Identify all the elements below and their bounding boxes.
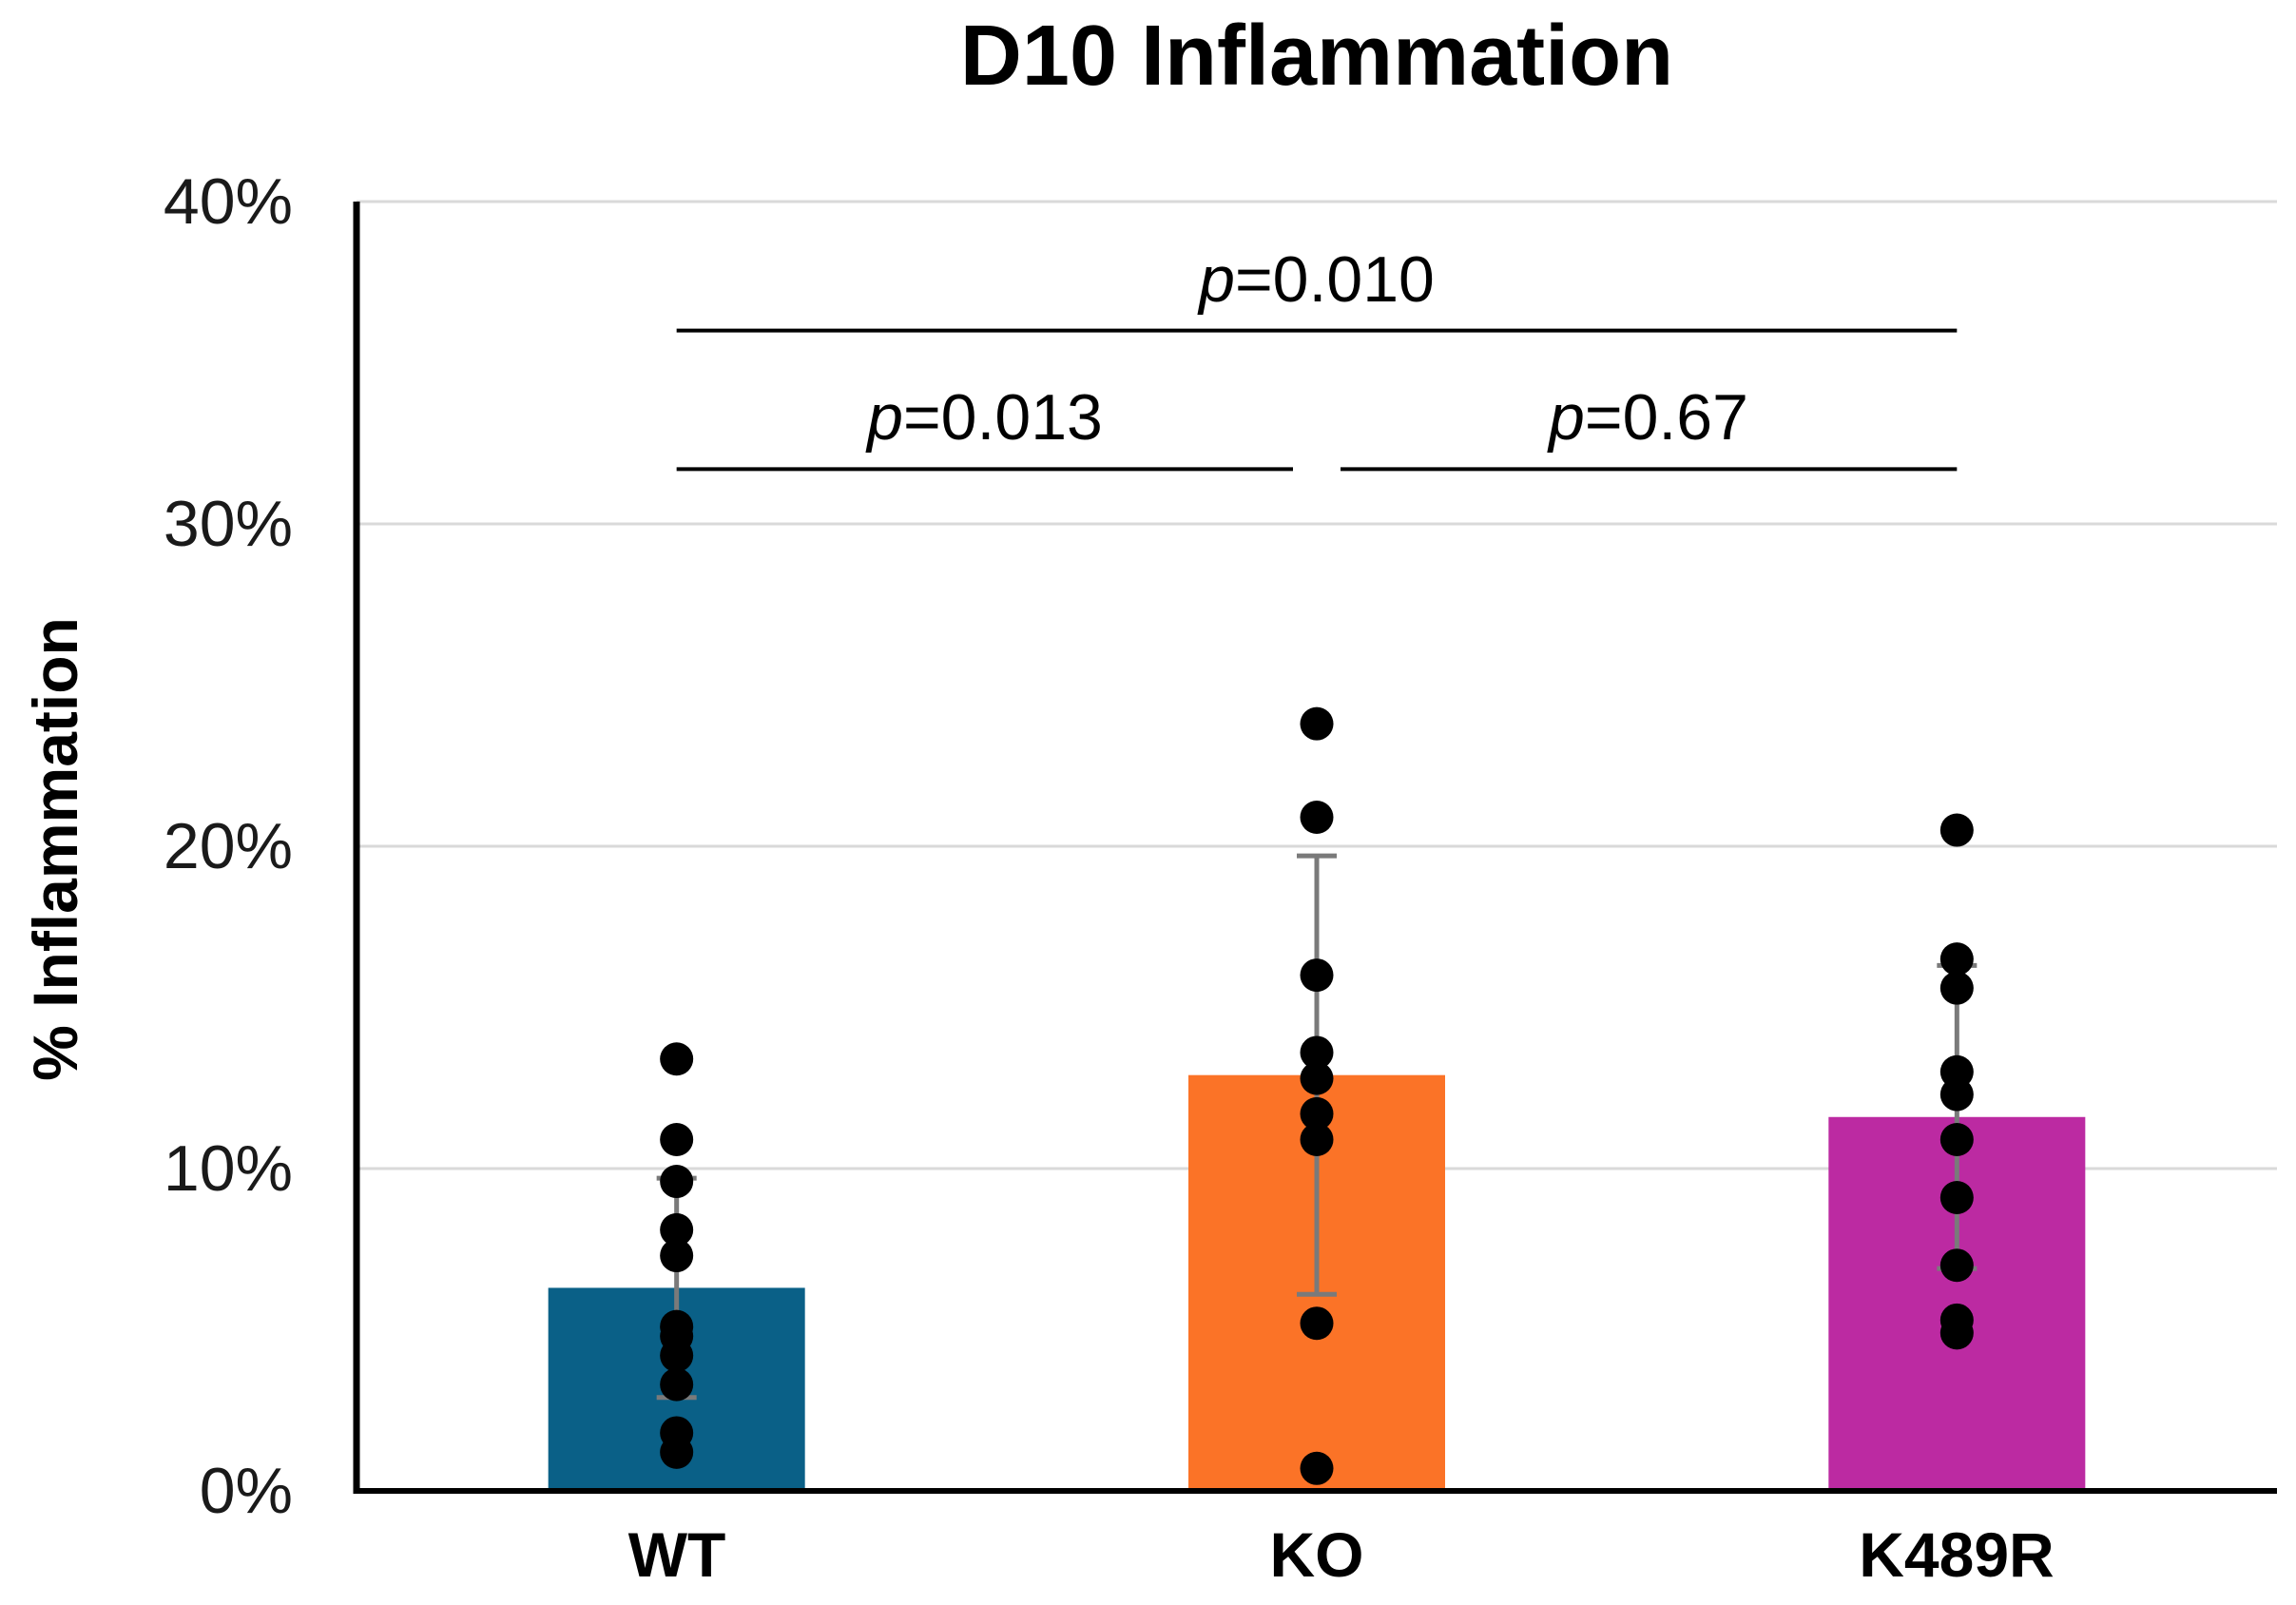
data-point-ko (1300, 1061, 1334, 1095)
data-point-ko (1300, 1035, 1334, 1070)
data-point-k489r (1939, 942, 1974, 977)
p-symbol: p (1199, 243, 1235, 316)
data-point-ko (1300, 1122, 1334, 1156)
y-tick-label-0: 0% (199, 1455, 293, 1527)
data-point-k489r (1939, 1122, 1974, 1156)
data-point-wt (660, 1339, 694, 1373)
x-category-label-wt: WT (627, 1519, 726, 1590)
data-point-wt (660, 1165, 694, 1199)
data-point-wt (660, 1042, 694, 1076)
data-point-ko (1300, 1451, 1334, 1485)
data-point-k489r (1939, 1181, 1974, 1215)
p-value-label-wt-vs-k489r: p=0.010 (1079, 238, 1554, 321)
x-category-label-ko: KO (1269, 1519, 1364, 1590)
data-point-ko (1300, 1096, 1334, 1131)
data-point-wt (660, 1367, 694, 1402)
y-tick-label-10: 10% (163, 1132, 293, 1205)
y-tick-label-20: 20% (163, 810, 293, 882)
chart-title: D10 Inflammation (959, 9, 1674, 104)
data-point-k489r (1939, 1077, 1974, 1112)
data-point-k489r (1939, 971, 1974, 1005)
p-symbol: p (1549, 381, 1585, 454)
data-point-k489r (1939, 1316, 1974, 1350)
p-value-text: =0.010 (1234, 243, 1435, 316)
p-value-text: =0.013 (902, 381, 1103, 454)
data-point-k489r (1939, 1248, 1974, 1283)
data-point-ko (1300, 958, 1334, 993)
data-point-ko (1300, 800, 1334, 834)
data-point-ko (1300, 706, 1334, 741)
data-point-k489r (1939, 813, 1974, 847)
data-point-wt (660, 1239, 694, 1273)
data-point-wt (660, 1122, 694, 1156)
data-point-wt (660, 1435, 694, 1469)
x-category-label-k489r: K489R (1859, 1519, 2055, 1590)
p-value-label-wt-vs-ko: p=0.013 (747, 376, 1223, 459)
y-tick-label-30: 30% (163, 488, 293, 560)
data-point-ko (1300, 1306, 1334, 1341)
data-point-wt (660, 1212, 694, 1247)
y-tick-label-40: 40% (163, 165, 293, 238)
p-symbol: p (867, 381, 903, 454)
p-value-text: =0.67 (1584, 381, 1748, 454)
p-value-label-ko-vs-k489r: p=0.67 (1411, 376, 1886, 459)
